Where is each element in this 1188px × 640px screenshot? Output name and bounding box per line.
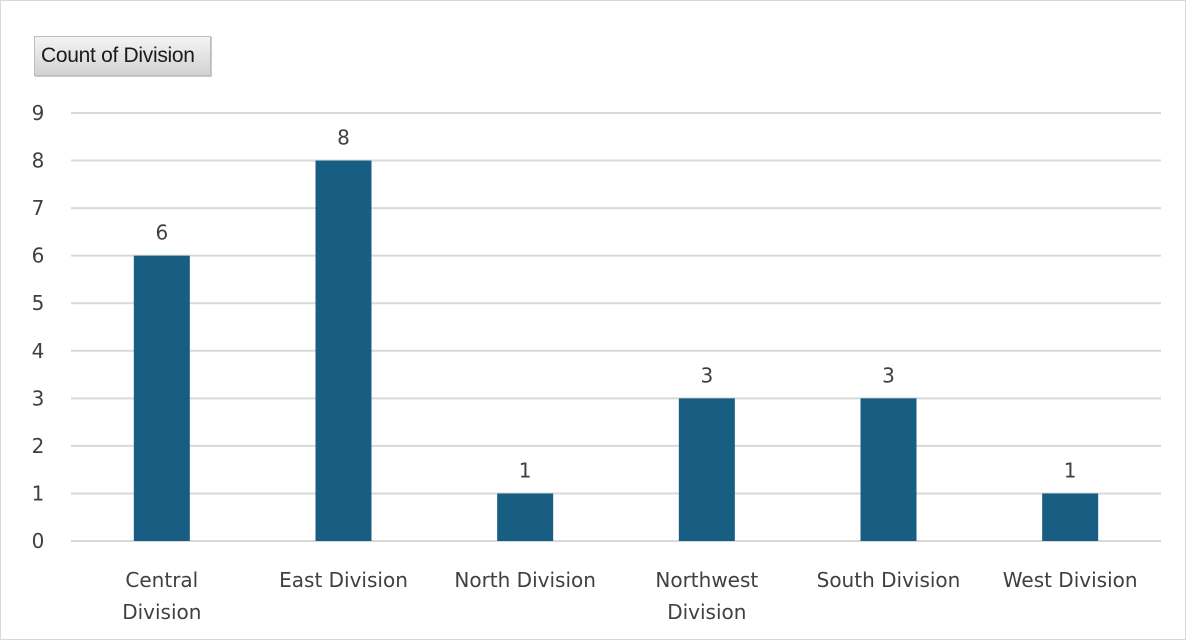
- data-label: 1: [519, 458, 532, 482]
- x-category-label: North Division: [454, 568, 596, 592]
- gridlines: [71, 112, 1161, 542]
- bar-east-division[interactable]: [315, 160, 372, 542]
- y-tick-label: 1: [32, 481, 45, 505]
- bar-central-division[interactable]: [133, 255, 190, 541]
- data-label: 3: [700, 363, 713, 387]
- x-category-label: Northwest: [655, 568, 758, 592]
- data-label: 8: [337, 126, 350, 150]
- count-of-division-field-button[interactable]: Count of Division: [34, 36, 211, 76]
- x-category-label: Division: [667, 600, 746, 624]
- bars: [133, 160, 1099, 542]
- bar-west-division[interactable]: [1042, 493, 1099, 541]
- x-category-label: South Division: [817, 568, 961, 592]
- x-category-label: West Division: [1003, 568, 1138, 592]
- data-label: 3: [882, 363, 895, 387]
- bar-north-division[interactable]: [497, 493, 554, 541]
- y-tick-label: 5: [32, 291, 45, 315]
- y-tick-label: 2: [32, 434, 45, 458]
- bar-northwest-division[interactable]: [678, 398, 735, 541]
- data-label: 6: [155, 221, 168, 245]
- y-tick-label: 7: [32, 196, 45, 220]
- data-label: 1: [1064, 458, 1077, 482]
- x-category-label: East Division: [279, 568, 408, 592]
- y-tick-label: 4: [32, 339, 45, 363]
- y-tick-label: 0: [32, 529, 45, 553]
- y-tick-label: 8: [32, 149, 45, 173]
- y-axis-tick-labels: 0 1 2 3 4 5 6 7 8 9: [32, 101, 45, 553]
- field-button-label: Count of Division: [41, 44, 195, 67]
- x-axis-category-labels: Central Division East Division North Divisi…: [122, 568, 1137, 624]
- y-tick-label: 9: [32, 101, 45, 125]
- x-category-label: Central: [125, 568, 198, 592]
- y-tick-label: 3: [32, 386, 45, 410]
- y-tick-label: 6: [32, 244, 45, 268]
- x-category-label: Division: [122, 600, 201, 624]
- bar-south-division[interactable]: [860, 398, 917, 541]
- data-labels: 6 8 1 3 3 1: [155, 126, 1076, 483]
